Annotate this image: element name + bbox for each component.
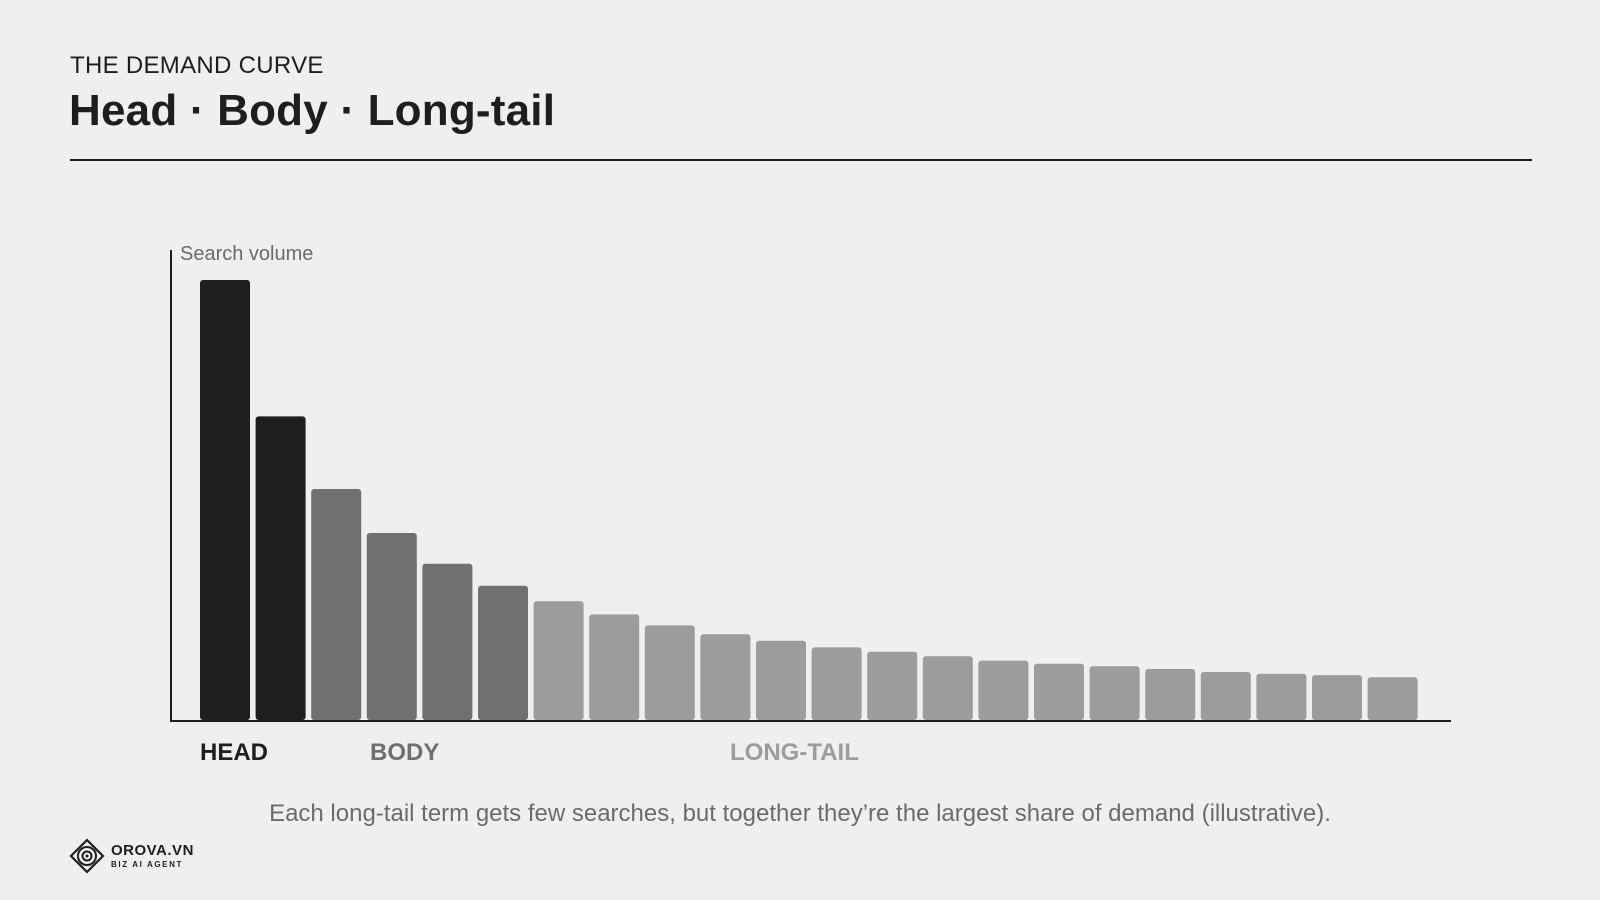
bar-22 [1367,677,1418,720]
y-axis-label: Search volume [180,243,313,265]
bar-6 [478,585,528,720]
bar-10 [700,634,751,720]
brand-name: OROVA.VN [111,842,194,859]
bar-12 [811,647,862,720]
bar-2 [255,416,306,720]
page-title: Head · Body · Long-tail [69,86,556,135]
bar-1 [200,280,250,720]
bar-18 [1145,669,1196,720]
bar-8 [589,614,640,720]
brand-tagline: BIZ AI AGENT [111,860,183,869]
bar-7 [533,601,584,720]
bar-13 [867,651,918,720]
bar-20 [1256,673,1307,720]
bar-19 [1200,672,1251,720]
segment-label-long-tail: LONG-TAIL [730,739,859,766]
bar-5 [422,563,473,720]
bar-14 [922,656,973,720]
spiral-logo-icon [69,838,105,874]
segment-labels: HEAD BODY LONG-TAIL [200,739,859,766]
segment-label-head: HEAD [200,739,268,766]
bars-group [200,280,1418,720]
bar-16 [1034,663,1084,720]
brand-logo: OROVA.VN BIZ AI AGENT [69,838,194,874]
caption: Each long-tail term gets few searches, b… [269,800,1331,827]
bar-9 [644,625,695,720]
bar-17 [1089,666,1140,720]
bar-21 [1312,675,1362,720]
bar-11 [756,640,806,720]
bar-15 [978,660,1029,720]
segment-label-body: BODY [370,739,439,766]
eyebrow: THE DEMAND CURVE [70,52,324,79]
bar-3 [311,489,362,720]
bar-4 [366,533,417,720]
header-divider [70,159,1532,161]
